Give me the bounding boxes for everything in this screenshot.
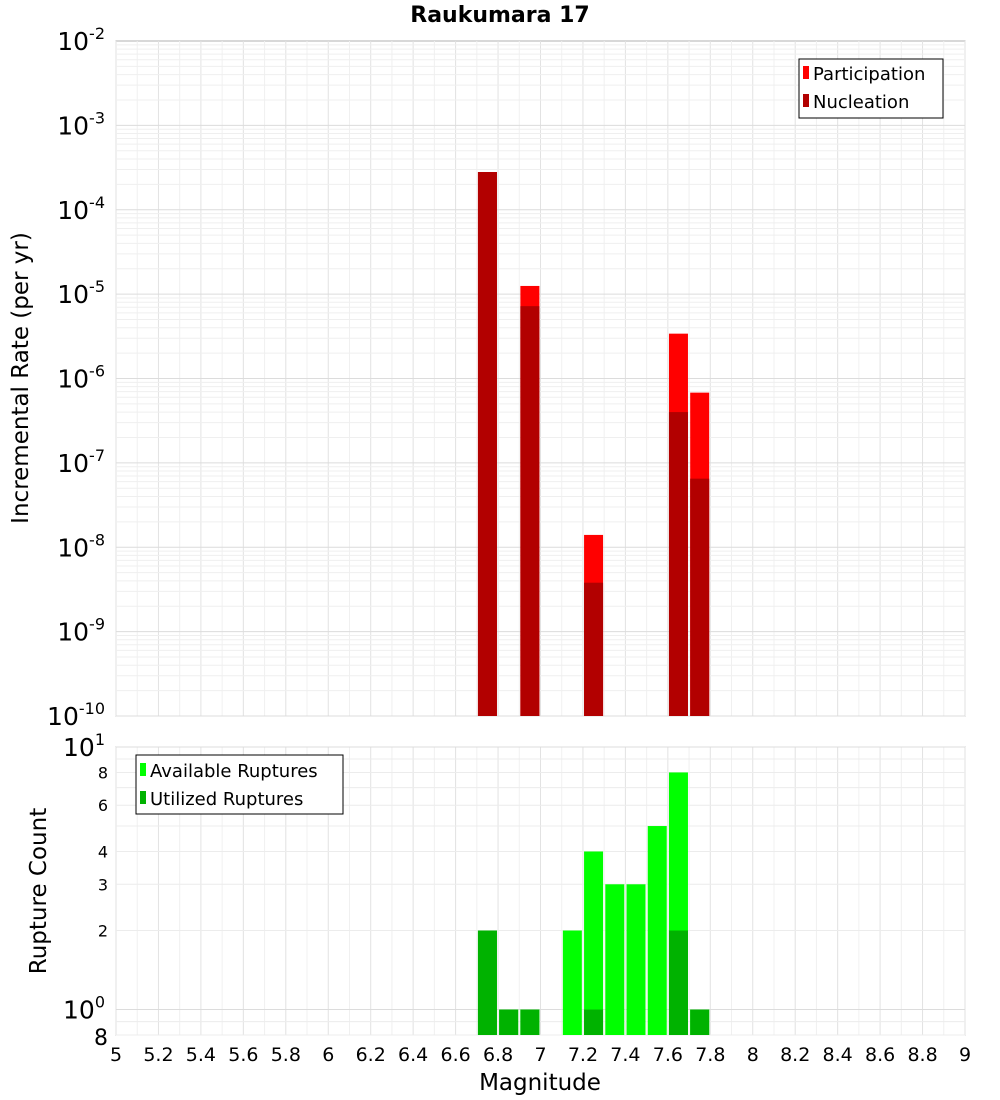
- rate-y-tick-label: 10-4: [57, 193, 105, 225]
- x-tick-label: 5.8: [271, 1044, 301, 1066]
- available-legend-swatch: [140, 763, 146, 776]
- count-y-tick-label: 100: [63, 993, 105, 1025]
- nucleation-legend-swatch: [803, 94, 809, 107]
- rate-legend-box: [798, 58, 944, 119]
- x-tick-label: 8.4: [823, 1044, 853, 1066]
- rate-y-tick-label: 10-3: [57, 108, 105, 140]
- x-tick-label: 6: [322, 1044, 334, 1066]
- rate-y-tick-label: 10-10: [47, 699, 105, 731]
- x-tick-label: 8.8: [907, 1044, 937, 1066]
- nucleation-legend-label: Nucleation: [813, 92, 909, 113]
- x-tick-label: 5.6: [228, 1044, 258, 1066]
- count-legend: Available Ruptures Utilized Ruptures: [135, 754, 344, 815]
- nucleation-bar: [690, 478, 710, 716]
- rate-legend: Participation Nucleation: [798, 58, 944, 119]
- count-bars: [477, 772, 710, 1035]
- rate-y-ticks: 10-10 10-9 10-8 10-7 10-6 10-5 10-4 10-3 10-2: [47, 24, 105, 731]
- count-y-tick-label: 8: [98, 763, 108, 782]
- available-ruptures-bar: [626, 884, 646, 1035]
- rate-y-tick-label: 10-2: [57, 24, 105, 56]
- x-tick-label: 7.8: [695, 1044, 725, 1066]
- rate-y-tick-label: 10-5: [57, 277, 105, 309]
- utilized-ruptures-bar: [499, 1009, 519, 1035]
- utilized-ruptures-bar: [584, 1009, 604, 1035]
- count-y-tick-label: 3: [98, 875, 108, 894]
- rate-grid: [115, 41, 966, 717]
- utilized-legend-swatch: [140, 791, 146, 804]
- count-y-tick-label: 2: [98, 922, 108, 941]
- utilized-ruptures-bar: [477, 930, 497, 1035]
- rate-y-tick-label: 10-8: [57, 530, 105, 562]
- x-tick-label: 7.6: [653, 1044, 683, 1066]
- count-y-axis-label: Rupture Count: [26, 808, 52, 974]
- x-tick-label: 7: [534, 1044, 546, 1066]
- chart-title: Raukumara 17: [410, 3, 589, 28]
- count-y-tick-label: 6: [98, 796, 108, 815]
- participation-legend-label: Participation: [813, 64, 925, 85]
- rate-bars: [477, 172, 710, 716]
- x-tick-label: 5.4: [186, 1044, 216, 1066]
- x-tick-label: 8.2: [780, 1044, 810, 1066]
- x-tick-label: 8: [747, 1044, 759, 1066]
- available-ruptures-bar: [584, 851, 604, 1035]
- utilized-ruptures-bar: [690, 1009, 710, 1035]
- utilized-ruptures-bar: [668, 930, 688, 1035]
- rate-y-tick-label: 10-7: [57, 446, 105, 478]
- x-tick-label: 6.8: [483, 1044, 513, 1066]
- x-tick-label: 6.2: [356, 1044, 386, 1066]
- x-tick-label: 7.4: [610, 1044, 640, 1066]
- utilized-ruptures-bar: [520, 1009, 540, 1035]
- nucleation-bar: [477, 172, 497, 716]
- available-ruptures-bar: [562, 930, 582, 1035]
- available-ruptures-bar: [647, 826, 667, 1035]
- count-legend-box: [135, 754, 344, 815]
- x-tick-label: 8.6: [865, 1044, 895, 1066]
- available-legend-label: Available Ruptures: [150, 761, 318, 782]
- count-y-tick-label: 101: [63, 730, 105, 762]
- nucleation-bar: [584, 582, 604, 716]
- x-tick-label: 6.4: [398, 1044, 428, 1066]
- nucleation-bar: [668, 412, 688, 716]
- x-axis-label: Magnitude: [479, 1070, 601, 1096]
- x-tick-label: 6.6: [440, 1044, 470, 1066]
- x-tick-label: 5: [110, 1044, 122, 1066]
- rate-y-axis-label: Incremental Rate (per yr): [8, 232, 34, 524]
- x-tick-label: 7.2: [568, 1044, 598, 1066]
- x-tick-label: 5.2: [143, 1044, 173, 1066]
- rate-y-tick-label: 10-9: [57, 615, 105, 647]
- participation-legend-swatch: [803, 66, 809, 79]
- rate-panel: 10-10 10-9 10-8 10-7 10-6 10-5 10-4 10-3 10-2 In…: [8, 24, 966, 731]
- count-y-tick-label: 4: [98, 842, 108, 861]
- x-ticks: 5 5.2 5.4 5.6 5.8 6 6.2 6.4 6.6 6.8 7 7.2 7.4 7.6 7.8 8…: [110, 1044, 971, 1066]
- utilized-legend-label: Utilized Ruptures: [150, 789, 303, 810]
- count-y-tick-label: 8: [94, 1026, 108, 1051]
- nucleation-bar: [520, 306, 540, 716]
- rate-y-tick-label: 10-6: [57, 362, 105, 394]
- x-tick-label: 9: [959, 1044, 971, 1066]
- available-ruptures-bar: [605, 884, 625, 1035]
